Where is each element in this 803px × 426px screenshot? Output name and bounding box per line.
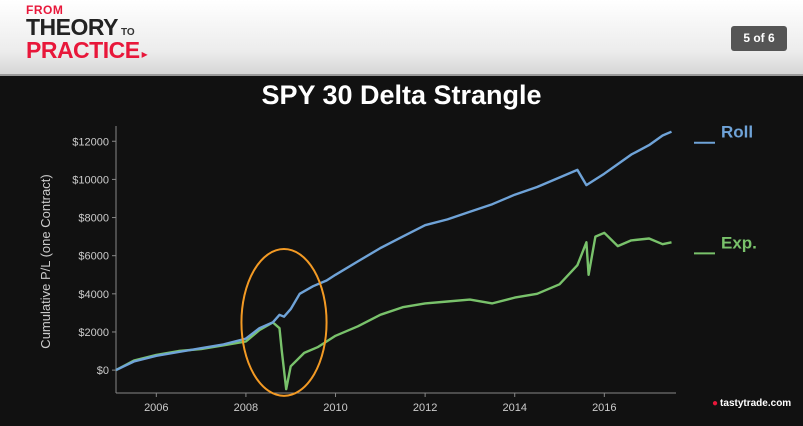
y-tick-label: $2000 (78, 327, 109, 339)
play-arrow-icon: ▸ (141, 47, 148, 61)
chart-legend: Roll Exp. (694, 123, 757, 255)
logo-practice-text: PRACTICE (26, 37, 140, 63)
series-line-roll (115, 130, 672, 372)
y-tick-label: $12000 (72, 136, 109, 148)
from-theory-to-practice-logo: FROM THEORY TO PRACTICE ▸ (26, 4, 148, 62)
chart-annotations (240, 248, 328, 397)
logo-from-text: FROM (26, 3, 64, 17)
legend-label-exp: Exp. (721, 233, 757, 252)
chart-title: SPY 30 Delta Strangle (261, 80, 542, 110)
y-tick-label: $4000 (78, 289, 109, 301)
x-tick-label: 2008 (234, 402, 258, 414)
highlight-circle (240, 248, 328, 397)
y-tick-label: $10000 (72, 174, 109, 186)
x-tick-label: 2010 (323, 402, 347, 414)
y-axis-label: Cumulative P/L (one Contract) (38, 174, 53, 348)
x-tick-label: 2016 (592, 402, 616, 414)
slide-header: FROM THEORY TO PRACTICE ▸ 5 of 6 (0, 0, 803, 76)
y-tick-label: $6000 (78, 251, 109, 263)
y-tick-label: $8000 (78, 213, 109, 225)
y-tick-label: $0 (97, 365, 109, 377)
x-tick-label: 2012 (413, 402, 437, 414)
page-indicator-badge: 5 of 6 (731, 26, 787, 51)
x-tick-label: 2014 (502, 402, 526, 414)
series-line-exp (115, 231, 672, 391)
x-tick-label: 2006 (144, 402, 168, 414)
chart-series (115, 130, 672, 391)
legend-label-roll: Roll (721, 123, 753, 142)
cherry-icon: ● (712, 398, 719, 409)
logo-to-text: TO (121, 27, 135, 38)
brand-name: tastytrade (720, 398, 768, 409)
logo-theory-text: THEORY (26, 14, 119, 40)
chart-axes: $0 $2000 $4000 $6000 $8000 $10000 $12000 2006 20… (38, 126, 676, 414)
brand-suffix: .com (767, 398, 792, 409)
tastytrade-brand: ● tastytrade.com (712, 398, 791, 409)
